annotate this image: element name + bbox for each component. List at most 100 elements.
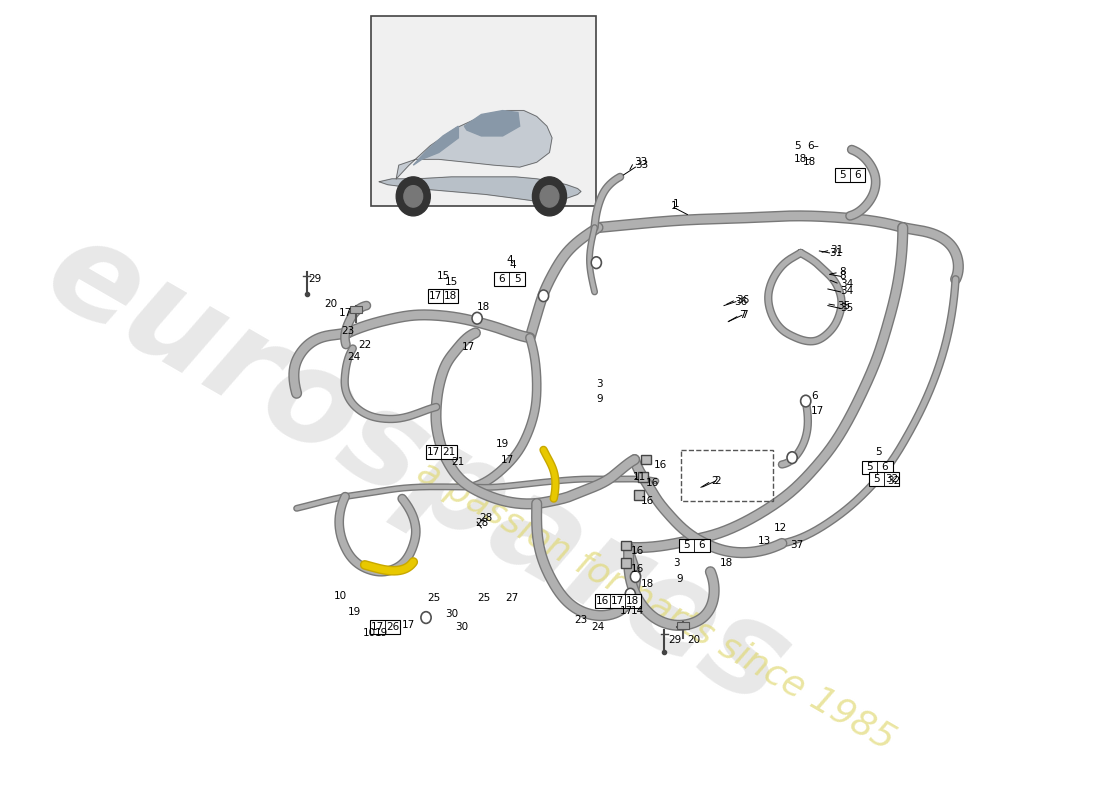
Bar bbox=[621, 541, 631, 550]
Text: 4: 4 bbox=[506, 254, 513, 265]
Text: 24: 24 bbox=[591, 622, 604, 632]
Text: 7: 7 bbox=[739, 310, 746, 320]
Text: 17: 17 bbox=[403, 620, 416, 630]
Bar bbox=[869, 472, 900, 486]
Text: 17: 17 bbox=[620, 606, 634, 616]
Text: 22: 22 bbox=[358, 339, 371, 350]
Text: 5: 5 bbox=[683, 540, 690, 550]
Text: 11: 11 bbox=[632, 472, 646, 482]
Text: 28: 28 bbox=[478, 513, 492, 523]
Text: 19: 19 bbox=[348, 606, 361, 617]
Text: 4: 4 bbox=[509, 260, 516, 270]
Text: 16: 16 bbox=[595, 596, 609, 606]
Text: 6: 6 bbox=[881, 462, 888, 473]
Text: 18: 18 bbox=[626, 596, 639, 606]
Circle shape bbox=[786, 452, 798, 463]
Text: 19: 19 bbox=[375, 628, 388, 638]
Text: 5: 5 bbox=[794, 141, 801, 150]
Text: 17: 17 bbox=[339, 308, 352, 318]
Text: 27: 27 bbox=[505, 593, 518, 603]
Text: 5: 5 bbox=[867, 462, 873, 473]
Bar bbox=[428, 289, 459, 302]
Bar bbox=[676, 622, 690, 630]
Text: 2: 2 bbox=[714, 476, 720, 486]
Text: 18: 18 bbox=[477, 302, 491, 311]
Polygon shape bbox=[396, 110, 552, 179]
Text: 16: 16 bbox=[630, 564, 644, 574]
Text: 7: 7 bbox=[741, 310, 748, 320]
Bar bbox=[835, 168, 866, 182]
Text: 37: 37 bbox=[791, 540, 804, 550]
Text: 36: 36 bbox=[734, 297, 748, 306]
Text: 8: 8 bbox=[839, 271, 846, 282]
Bar bbox=[634, 490, 643, 499]
Text: 9: 9 bbox=[676, 574, 683, 583]
Bar bbox=[494, 273, 525, 286]
Circle shape bbox=[630, 570, 640, 582]
Circle shape bbox=[591, 257, 602, 269]
Text: 30: 30 bbox=[455, 622, 469, 632]
Text: 19: 19 bbox=[496, 439, 509, 449]
Text: 9: 9 bbox=[596, 394, 603, 404]
Text: 17: 17 bbox=[610, 596, 624, 606]
Text: 34: 34 bbox=[839, 279, 853, 289]
Circle shape bbox=[472, 312, 482, 324]
Bar bbox=[681, 450, 773, 501]
Text: 3: 3 bbox=[673, 558, 680, 568]
Text: 16: 16 bbox=[646, 478, 659, 488]
Bar bbox=[370, 621, 400, 634]
Text: 18–: 18– bbox=[794, 154, 812, 164]
Circle shape bbox=[396, 177, 430, 216]
Text: 18: 18 bbox=[444, 291, 458, 301]
Polygon shape bbox=[379, 177, 581, 202]
Text: 5: 5 bbox=[514, 274, 520, 284]
Text: 17: 17 bbox=[811, 406, 824, 416]
Bar bbox=[621, 558, 631, 568]
Text: 5: 5 bbox=[876, 447, 882, 457]
Polygon shape bbox=[464, 110, 519, 136]
Text: 16: 16 bbox=[654, 461, 668, 470]
Text: 3: 3 bbox=[596, 378, 603, 389]
Text: 14: 14 bbox=[630, 606, 644, 616]
Text: 10: 10 bbox=[334, 591, 348, 601]
Text: 26: 26 bbox=[386, 622, 399, 632]
Text: 8: 8 bbox=[839, 267, 846, 278]
Text: 5: 5 bbox=[873, 474, 880, 484]
Bar bbox=[679, 538, 710, 552]
Circle shape bbox=[625, 588, 636, 600]
Text: 25: 25 bbox=[428, 593, 441, 603]
Text: 32: 32 bbox=[888, 476, 901, 486]
Text: 34: 34 bbox=[840, 286, 854, 296]
Text: 35: 35 bbox=[837, 301, 850, 310]
Text: 1: 1 bbox=[671, 201, 678, 211]
Text: 33: 33 bbox=[634, 158, 647, 167]
Circle shape bbox=[532, 177, 566, 216]
Text: 6–: 6– bbox=[807, 141, 820, 150]
Text: 17: 17 bbox=[500, 454, 514, 465]
Text: 29: 29 bbox=[668, 635, 681, 645]
Text: 17: 17 bbox=[371, 622, 384, 632]
Text: 6: 6 bbox=[698, 540, 705, 550]
Circle shape bbox=[801, 395, 811, 407]
Circle shape bbox=[540, 186, 559, 207]
Bar bbox=[595, 594, 640, 608]
Text: 15: 15 bbox=[444, 277, 458, 287]
Text: 12: 12 bbox=[773, 523, 786, 533]
Text: 17: 17 bbox=[429, 291, 442, 301]
Text: 28: 28 bbox=[475, 518, 488, 528]
Bar bbox=[862, 461, 892, 474]
Text: 2: 2 bbox=[712, 476, 718, 486]
Text: 6: 6 bbox=[498, 274, 505, 284]
Text: 15: 15 bbox=[437, 271, 450, 281]
Text: 30: 30 bbox=[444, 609, 458, 618]
Text: a passion for parts since 1985: a passion for parts since 1985 bbox=[411, 454, 901, 757]
Text: 20: 20 bbox=[323, 298, 337, 309]
Text: 18: 18 bbox=[719, 558, 733, 568]
Text: 23: 23 bbox=[341, 326, 354, 336]
Circle shape bbox=[421, 612, 431, 623]
Text: 32: 32 bbox=[886, 474, 899, 484]
Text: 18: 18 bbox=[802, 158, 815, 167]
Text: 1: 1 bbox=[673, 199, 680, 209]
Text: 10: 10 bbox=[363, 628, 376, 638]
Text: 6: 6 bbox=[811, 391, 817, 402]
